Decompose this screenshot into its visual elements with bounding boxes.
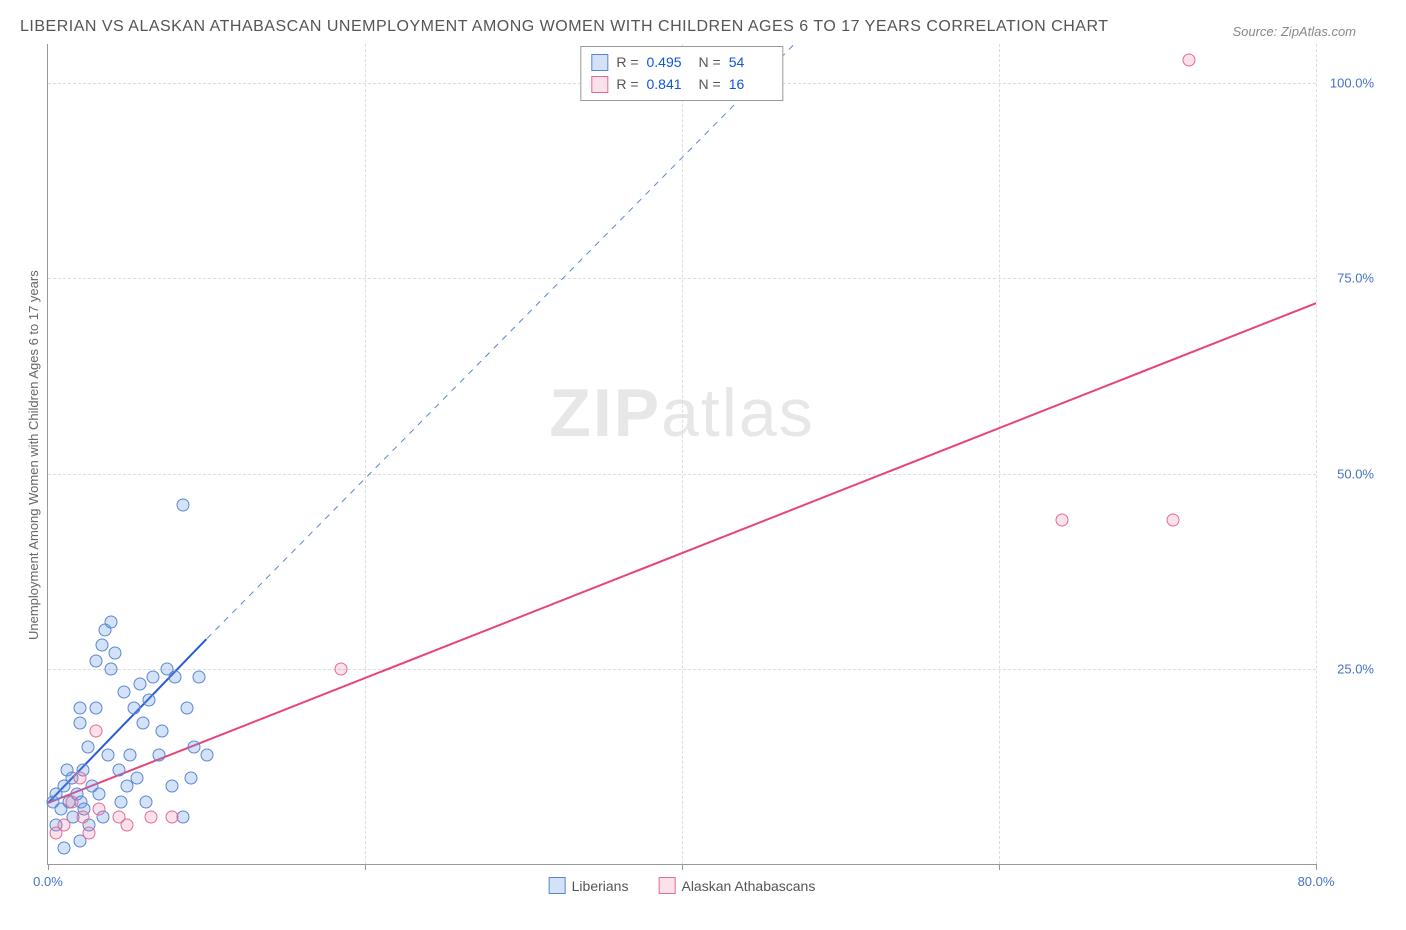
data-point <box>105 615 118 628</box>
x-tick <box>48 864 49 870</box>
data-point <box>81 740 94 753</box>
data-point <box>200 748 213 761</box>
data-point <box>146 670 159 683</box>
data-point <box>143 694 156 707</box>
data-point <box>124 748 137 761</box>
data-point <box>121 818 134 831</box>
gridline-v <box>999 44 1000 864</box>
n-label: N = <box>699 51 721 73</box>
legend-item-liberians: Liberians <box>549 877 629 894</box>
data-point <box>108 647 121 660</box>
data-point <box>92 787 105 800</box>
y-tick-label: 50.0% <box>1337 466 1374 481</box>
watermark-light: atlas <box>661 375 815 451</box>
n-label: N = <box>699 73 721 95</box>
data-point <box>89 701 102 714</box>
correlation-stats-box: R = 0.495 N = 54 R = 0.841 N = 16 <box>580 46 783 101</box>
source-attribution: Source: ZipAtlas.com <box>1232 24 1386 39</box>
legend-label-liberians: Liberians <box>572 878 629 894</box>
stats-row-liberians: R = 0.495 N = 54 <box>591 51 772 73</box>
data-point <box>89 654 102 667</box>
data-point <box>165 811 178 824</box>
gridline-v <box>682 44 683 864</box>
watermark-bold: ZIP <box>549 375 661 451</box>
data-point <box>181 701 194 714</box>
x-tick <box>999 864 1000 870</box>
data-point <box>65 795 78 808</box>
x-tick <box>1316 864 1317 870</box>
swatch-liberians <box>591 54 608 71</box>
y-axis-label: Unemployment Among Women with Children A… <box>20 155 47 755</box>
data-point <box>145 811 158 824</box>
data-point <box>73 772 86 785</box>
data-point <box>105 662 118 675</box>
data-point <box>168 670 181 683</box>
n-value-liberians: 54 <box>729 51 773 73</box>
r-label: R = <box>616 73 638 95</box>
data-point <box>57 842 70 855</box>
data-point <box>57 818 70 831</box>
data-point <box>118 686 131 699</box>
y-tick-label: 25.0% <box>1337 661 1374 676</box>
data-point <box>92 803 105 816</box>
x-tick <box>682 864 683 870</box>
data-point <box>156 725 169 738</box>
legend-item-athabascans: Alaskan Athabascans <box>658 877 815 894</box>
data-point <box>130 772 143 785</box>
legend-swatch-athabascans <box>658 877 675 894</box>
chart-title: LIBERIAN VS ALASKAN ATHABASCAN UNEMPLOYM… <box>20 15 1109 39</box>
data-point <box>140 795 153 808</box>
data-point <box>83 826 96 839</box>
data-point <box>335 662 348 675</box>
data-point <box>1056 514 1069 527</box>
data-point <box>113 764 126 777</box>
swatch-athabascans <box>591 76 608 93</box>
data-point <box>1167 514 1180 527</box>
y-tick-label: 75.0% <box>1337 271 1374 286</box>
r-value-liberians: 0.495 <box>647 51 691 73</box>
data-point <box>76 811 89 824</box>
r-label: R = <box>616 51 638 73</box>
legend-label-athabascans: Alaskan Athabascans <box>681 878 815 894</box>
x-tick-label: 80.0% <box>1298 874 1335 889</box>
legend-swatch-liberians <box>549 877 566 894</box>
gridline-v <box>365 44 366 864</box>
data-point <box>114 795 127 808</box>
x-tick <box>365 864 366 870</box>
data-point <box>102 748 115 761</box>
data-point <box>165 779 178 792</box>
data-point <box>176 811 189 824</box>
data-point <box>137 717 150 730</box>
data-point <box>127 701 140 714</box>
data-point <box>152 748 165 761</box>
trend-line <box>206 44 793 638</box>
stats-row-athabascans: R = 0.841 N = 16 <box>591 73 772 95</box>
data-point <box>95 639 108 652</box>
x-tick-label: 0.0% <box>33 874 63 889</box>
n-value-athabascans: 16 <box>729 73 773 95</box>
data-point <box>184 772 197 785</box>
data-point <box>89 725 102 738</box>
data-point <box>192 670 205 683</box>
data-point <box>187 740 200 753</box>
scatter-plot-area: ZIPatlas R = 0.495 N = 54 R = 0.841 N = … <box>47 44 1316 865</box>
data-point <box>73 717 86 730</box>
right-margin <box>1316 44 1386 865</box>
gridline-v <box>1316 44 1317 864</box>
legend: Liberians Alaskan Athabascans <box>549 877 816 894</box>
r-value-athabascans: 0.841 <box>647 73 691 95</box>
data-point <box>73 701 86 714</box>
data-point <box>176 498 189 511</box>
y-tick-label: 100.0% <box>1330 76 1374 91</box>
data-point <box>1183 53 1196 66</box>
data-point <box>133 678 146 691</box>
